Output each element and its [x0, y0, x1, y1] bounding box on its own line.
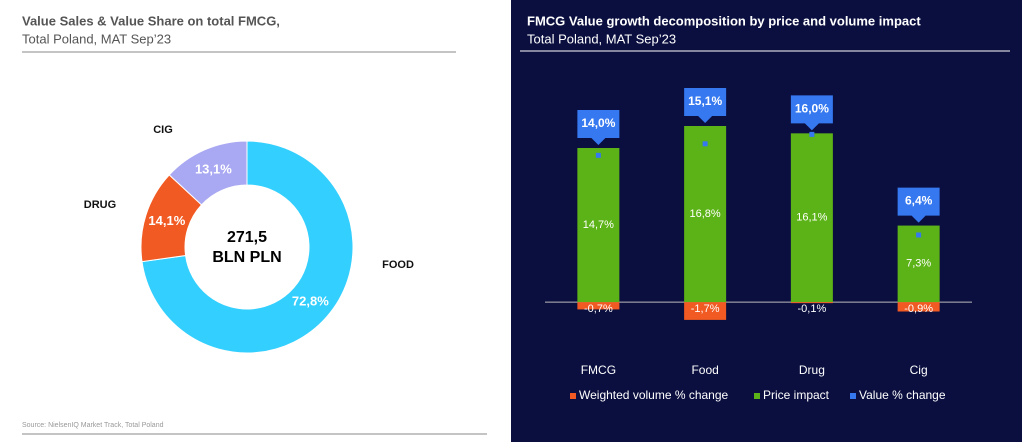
value-callout	[684, 88, 727, 123]
legend-swatch	[850, 393, 856, 399]
x-tick-label: Drug	[799, 363, 825, 377]
left-panel	[0, 0, 511, 442]
bar-segment	[577, 302, 620, 310]
segment-value-label: -0,1%	[798, 303, 827, 315]
value-callout-label: 15,1%	[688, 94, 722, 108]
bar-segment	[577, 148, 620, 303]
segment-value-label: 16,8%	[690, 208, 721, 220]
slice-value-label: 72,8%	[292, 294, 329, 309]
donut-title: Value Sales & Value Share on total FMCG,	[22, 13, 280, 28]
center-value: 271,5	[227, 229, 267, 246]
value-point	[595, 152, 601, 158]
segment-value-label: 16,1%	[796, 212, 827, 224]
segment-value-label: -0,9%	[904, 303, 933, 315]
slice-value-label: 14,1%	[148, 213, 185, 228]
slice-value-label: 13,1%	[195, 161, 232, 176]
value-callout	[577, 110, 620, 146]
bar-title: FMCG Value growth decomposition by price…	[527, 13, 921, 28]
donut-subtitle: Total Poland, MAT Sep’23	[22, 31, 171, 46]
segment-value-label: 14,7%	[583, 219, 614, 231]
slice-category-label: FOOD	[382, 259, 414, 271]
legend-label: Value % change	[859, 388, 946, 402]
legend-swatch	[754, 393, 760, 399]
value-callout-label: 6,4%	[905, 194, 933, 208]
bar-subtitle: Total Poland, MAT Sep’23	[527, 31, 676, 46]
source-note: Source: NielsenIQ Market Track, Total Po…	[22, 422, 164, 429]
value-point	[916, 232, 922, 238]
bar-segment	[897, 302, 940, 312]
bar-segment	[790, 302, 833, 304]
x-tick-label: Food	[691, 363, 718, 377]
value-callout	[790, 95, 833, 131]
bar-segment	[684, 126, 727, 303]
value-point	[702, 141, 708, 147]
value-callout-label: 14,0%	[581, 116, 615, 130]
x-tick-label: Cig	[910, 363, 928, 377]
value-callout	[897, 187, 940, 223]
value-callout-label: 16,0%	[795, 102, 829, 116]
legend-swatch	[570, 393, 576, 399]
donut-slice	[141, 140, 354, 354]
slice-category-label: DRUG	[84, 199, 116, 211]
value-point	[809, 131, 815, 137]
bar-segment	[897, 225, 940, 303]
bar-segment	[790, 133, 833, 303]
segment-value-label: -0,7%	[584, 303, 613, 315]
x-tick-label: FMCG	[581, 363, 616, 377]
segment-value-label: 7,3%	[906, 258, 931, 270]
segment-value-label: -1,7%	[691, 303, 720, 315]
legend-label: Weighted volume % change	[579, 388, 729, 402]
donut-slice	[168, 140, 248, 206]
slice-category-label: CIG	[153, 124, 173, 136]
legend-label: Price impact	[763, 388, 830, 402]
center-unit: BLN PLN	[212, 249, 281, 266]
bar-segment	[684, 302, 727, 320]
